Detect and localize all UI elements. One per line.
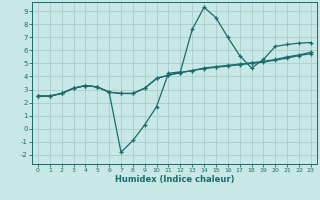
X-axis label: Humidex (Indice chaleur): Humidex (Indice chaleur) [115,175,234,184]
